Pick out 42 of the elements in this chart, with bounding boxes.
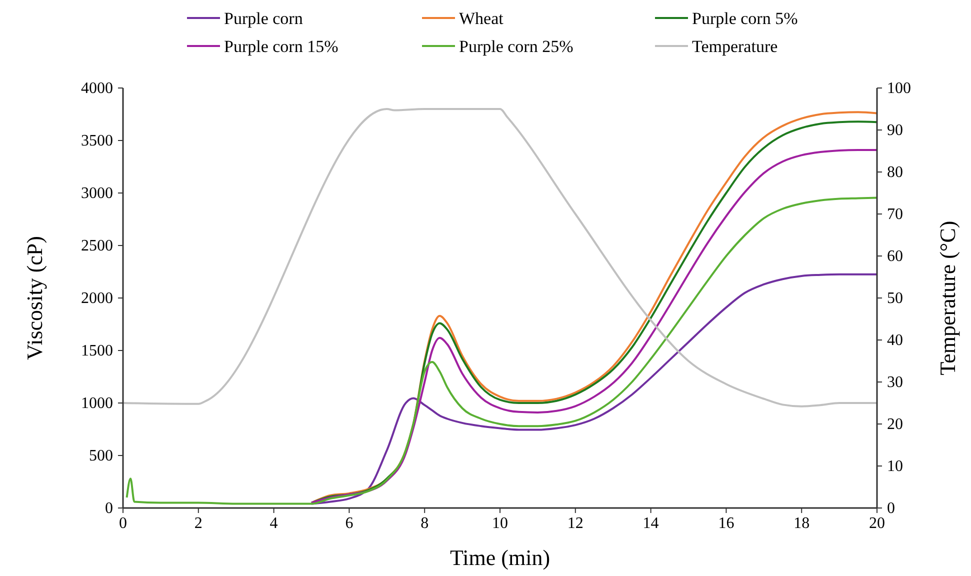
x-tick-label: 14	[642, 515, 659, 532]
y2-axis-title: Temperature (°C)	[935, 220, 960, 376]
legend-label: Purple corn	[224, 9, 304, 28]
y2-tick-label: 10	[887, 458, 903, 475]
y2-tick-label: 80	[887, 164, 903, 181]
y-tick-label: 3500	[81, 132, 113, 150]
x-tick-label: 6	[345, 515, 354, 532]
y2-tick-label: 20	[887, 416, 903, 433]
legend-label: Wheat	[459, 9, 504, 28]
x-tick-label: 16	[718, 515, 734, 532]
y2-tick-label: 100	[887, 80, 911, 97]
y-tick-label: 500	[89, 448, 113, 464]
y2-tick-label: 40	[887, 332, 903, 349]
legend-label: Purple corn 5%	[692, 9, 798, 28]
y2-tick-label: 50	[887, 290, 903, 307]
y-tick-label: 0	[105, 500, 113, 517]
legend-label: Temperature	[692, 37, 778, 56]
x-tick-label: 4	[270, 515, 278, 532]
y-tick-label: 1000	[81, 395, 113, 412]
legend-label: Purple corn 15%	[224, 37, 338, 56]
y2-tick-label: 90	[887, 122, 903, 139]
x-tick-label: 10	[492, 515, 508, 532]
legend-label: Purple corn 25%	[459, 37, 574, 56]
y-tick-label: 3000	[81, 185, 113, 202]
y-axis-title: Viscosity (cP)	[22, 236, 47, 360]
y2-tick-label: 60	[887, 248, 903, 265]
x-tick-label: 0	[119, 515, 127, 532]
x-tick-label: 12	[567, 515, 584, 532]
line-series	[122, 108, 878, 408]
x-axis-title: Time (min)	[450, 545, 550, 570]
y2-tick-label: 30	[887, 374, 903, 391]
y2-tick-label: 70	[887, 206, 903, 223]
x-tick-label: 2	[194, 515, 202, 532]
y-tick-label: 1500	[81, 342, 113, 360]
y-tick-label: 2000	[81, 290, 113, 307]
line-series	[126, 196, 878, 505]
x-tick-label: 8	[420, 515, 429, 532]
y-tick-label: 2500	[81, 238, 113, 254]
y-tick-label: 4000	[81, 80, 113, 97]
y2-tick-label: 0	[887, 500, 895, 517]
x-tick-label: 20	[869, 515, 885, 532]
x-tick-label: 18	[794, 515, 810, 532]
